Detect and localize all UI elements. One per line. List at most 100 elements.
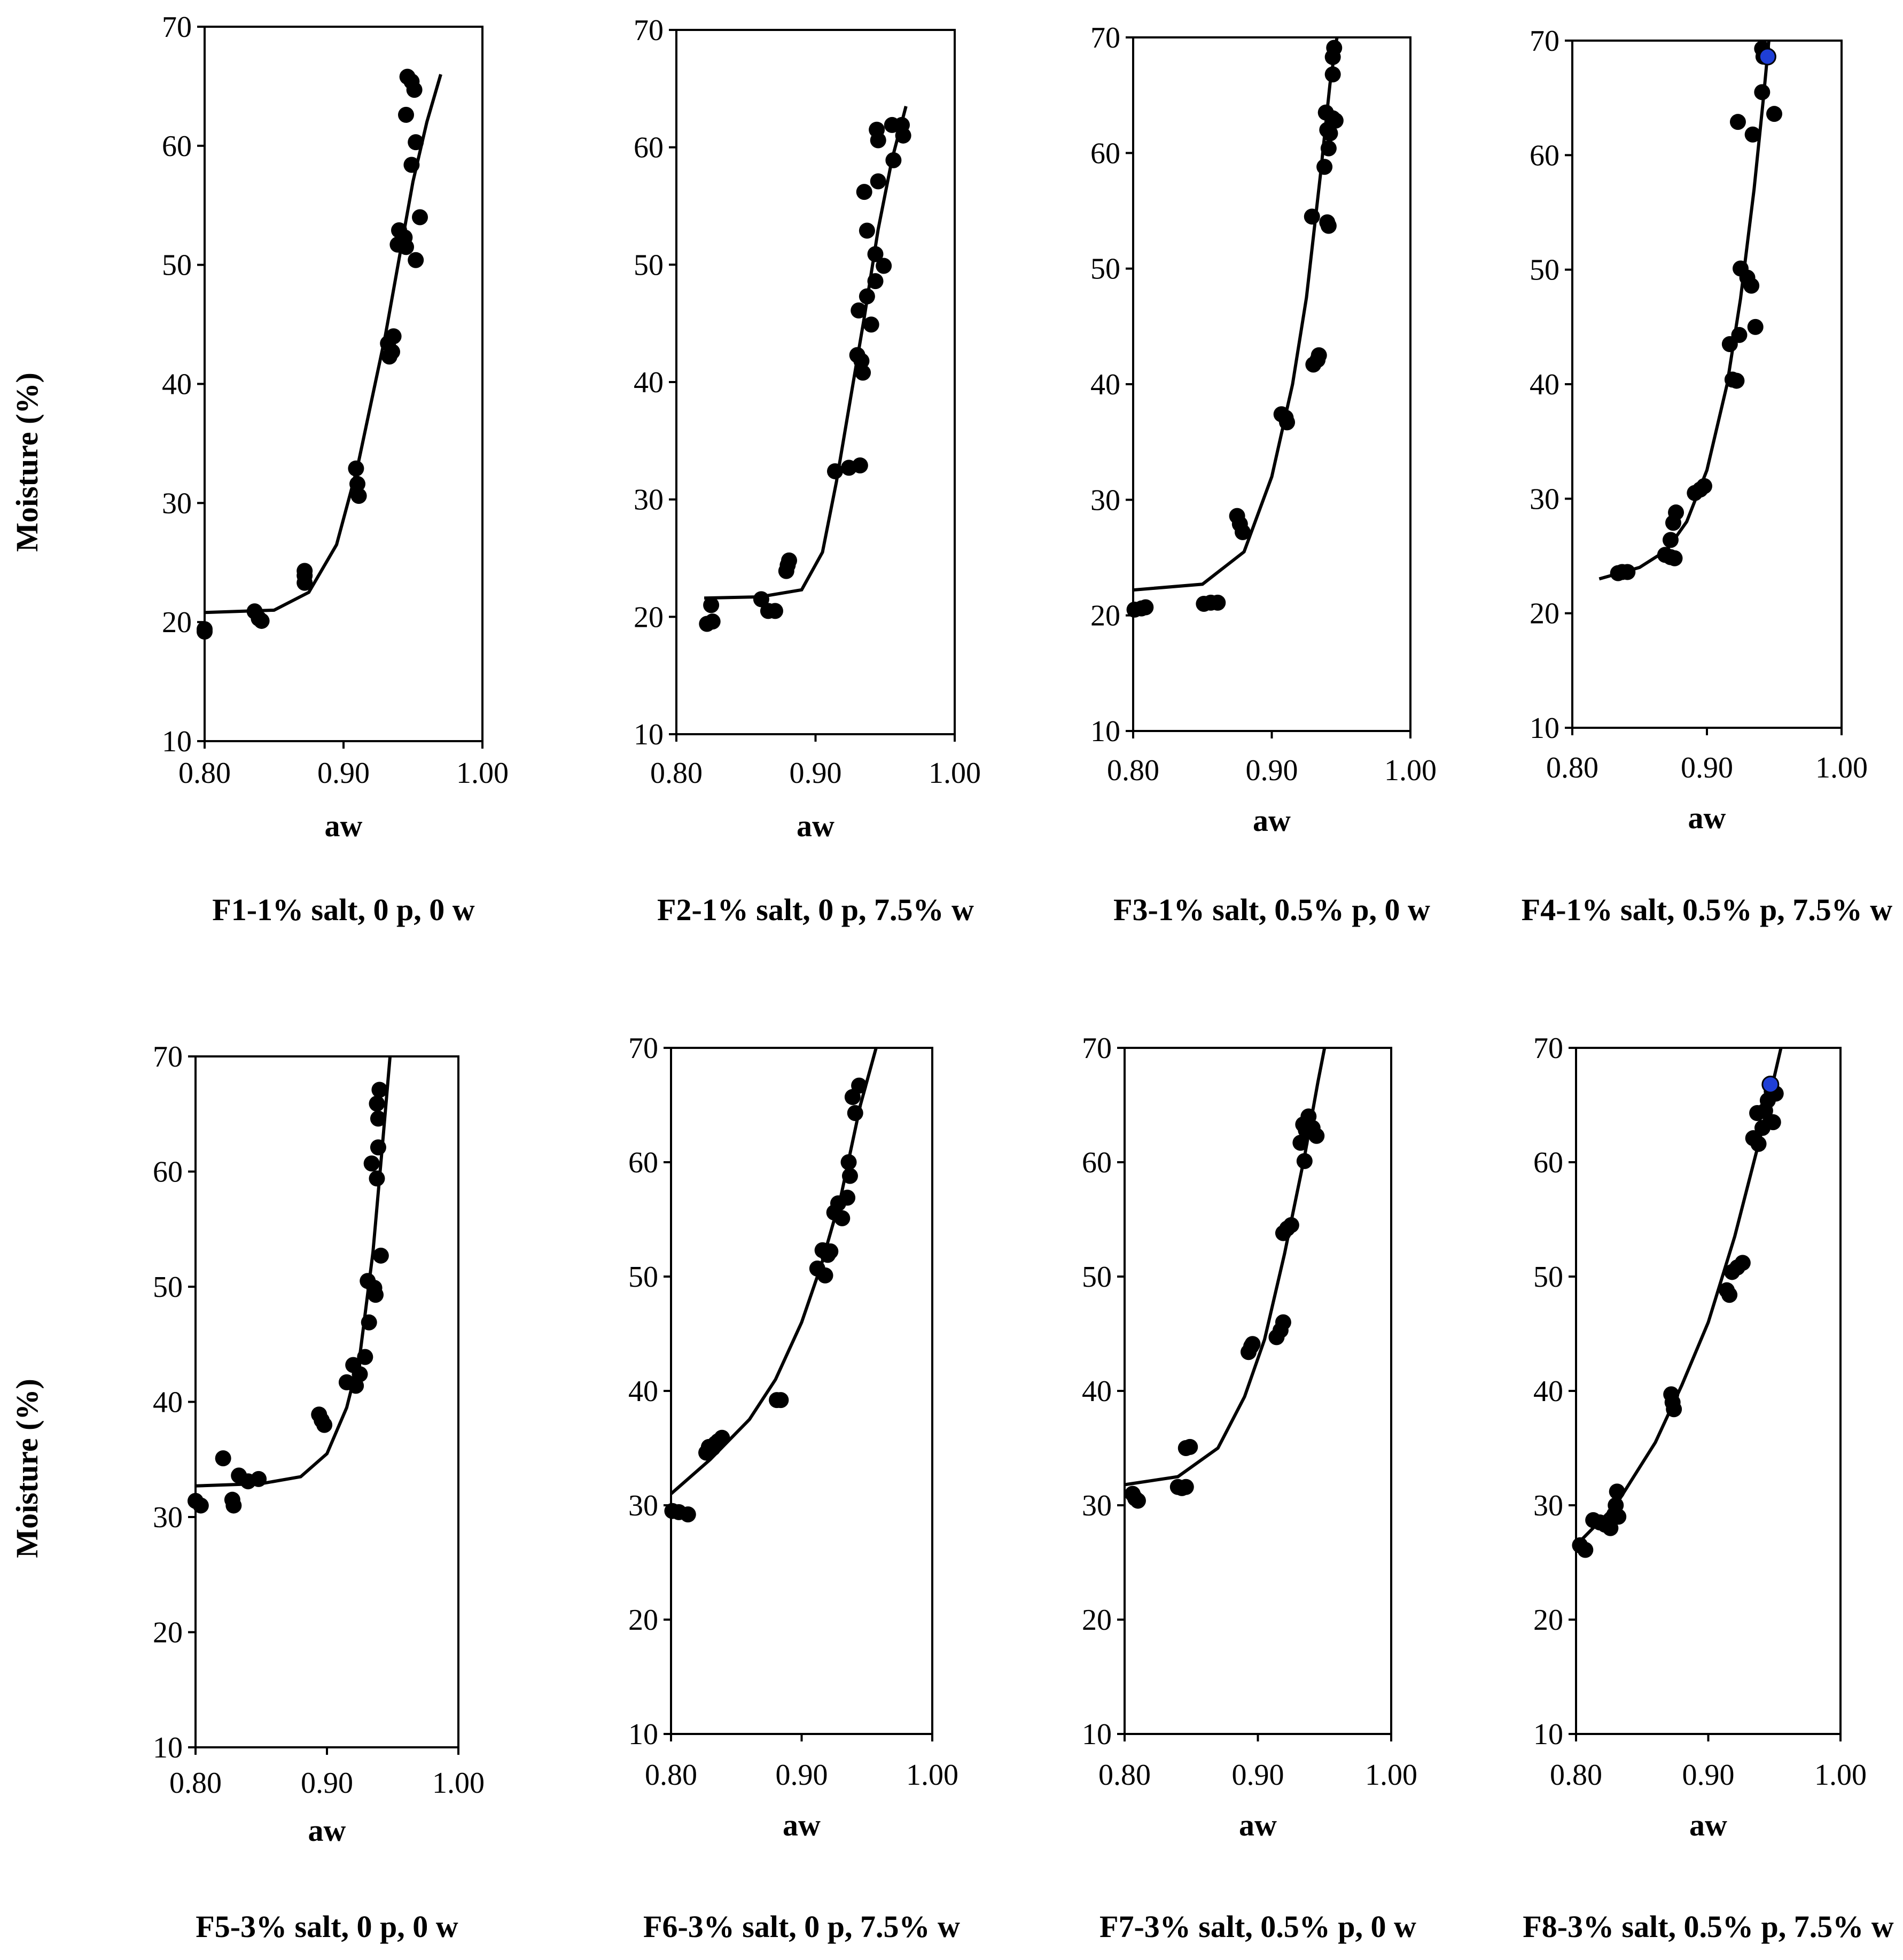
x-tick-label: 0.90 [776,1759,828,1792]
data-point [847,1105,863,1121]
data-point [408,252,424,268]
data-point [370,1139,386,1156]
data-point [1296,1153,1313,1169]
data-point [855,364,871,381]
data-point [863,316,879,333]
y-tick-label: 60 [153,1156,183,1189]
data-point [1728,372,1745,389]
data-point [385,328,402,345]
y-tick-label: 30 [1533,1489,1563,1522]
data-point [852,457,868,473]
data-point [1235,524,1251,540]
data-point [704,613,721,630]
data-point [1304,208,1320,225]
plot-frame [204,26,483,742]
data-point [408,134,424,151]
fit-curve [704,106,908,600]
data-point [856,184,872,200]
x-axis-title: aw [325,808,363,843]
data-point [773,1392,789,1409]
data-point [1734,1255,1751,1271]
plot-area [1126,37,1344,618]
data-point [1602,1520,1619,1536]
x-axis-title: aw [1239,1808,1277,1842]
x-tick-label: 0.90 [317,757,370,790]
highlight-data-point [1758,48,1776,66]
y-axis-title-top: Moisture (%) [10,372,44,552]
panel-caption: F5-3% salt, 0 p, 0 w [196,1909,458,1944]
y-tick-label: 60 [1533,1146,1563,1179]
data-point [1324,66,1341,83]
y-tick-label: 30 [162,487,192,520]
y-tick-label: 60 [1530,139,1559,172]
x-tick-label: 0.80 [169,1767,222,1800]
data-point [1743,277,1760,294]
x-tick-label: 0.90 [1682,1759,1735,1792]
y-tick-label: 60 [162,130,192,163]
x-tick-label: 0.80 [178,757,231,790]
y-tick-label: 30 [634,484,664,517]
data-point [1129,1492,1146,1509]
y-tick-label: 20 [1082,1604,1112,1637]
data-point [406,82,423,98]
panel-f4: 10 20 30 40 50 60 70 0.80 0.90 1.00 aw F4-1% salt, … [1522,25,1893,927]
data-point [840,1154,857,1170]
x-tick-label: 1.00 [1814,1759,1867,1792]
y-tick-label: 70 [1082,1032,1112,1065]
x-tick-label: 0.80 [645,1759,697,1792]
x-tick-label: 0.80 [650,757,703,790]
fit-curve [670,1047,878,1495]
data-point [297,574,313,591]
x-tick-label: 1.00 [1815,751,1868,784]
data-point [1619,564,1636,580]
data-point [1177,1479,1194,1495]
y-tick-label: 20 [628,1604,658,1637]
panel-caption: F1-1% salt, 0 p, 0 w [212,892,475,927]
panel-caption: F3-1% salt, 0.5% p, 0 w [1113,892,1430,927]
x-tick-label: 0.90 [1681,751,1733,784]
data-point [1666,550,1683,566]
y-tick-label: 40 [1082,1375,1112,1408]
y-tick-label: 50 [1090,253,1120,286]
panel-caption: F8-3% salt, 0.5% p, 7.5% w [1523,1909,1894,1944]
plot-area [1572,1047,1784,1558]
x-tick-label: 0.80 [1550,1759,1602,1792]
fit-curve [195,1056,392,1488]
data-point [1766,106,1782,122]
data-point [349,476,365,492]
y-tick-label: 50 [628,1261,658,1294]
data-point [1721,1287,1738,1303]
x-axis-title: aw [797,808,834,843]
y-tick-label: 70 [1090,21,1120,55]
panel-f2: 10 20 30 40 50 60 70 0.80 0.90 1.00 aw F2-1% salt, … [634,14,981,927]
data-point [870,173,886,190]
data-point [826,463,843,479]
y-tick-label: 40 [1090,368,1120,401]
plot-frame [1132,36,1411,732]
y-tick-label: 10 [162,725,192,758]
plot-area [664,1047,878,1523]
data-point [1311,347,1327,363]
y-tick-label: 60 [1090,137,1120,170]
y-tick-label: 40 [153,1386,183,1419]
data-point [1322,125,1338,142]
data-point [867,273,884,290]
y-tick-label: 50 [1533,1261,1563,1294]
y-tick-label: 20 [1090,600,1120,633]
data-point [253,612,270,629]
data-point [839,1189,856,1206]
data-point [1577,1542,1594,1558]
data-point [197,623,213,640]
y-tick-label: 70 [1533,1032,1563,1065]
y-tick-label: 40 [162,368,192,401]
data-point [412,209,428,225]
data-point [1279,414,1296,431]
data-point [1244,1336,1261,1352]
x-tick-label: 1.00 [1384,754,1437,787]
data-point [398,239,414,255]
y-tick-label: 70 [634,14,664,47]
data-point [215,1450,231,1467]
y-tick-label: 10 [1090,715,1120,748]
panel-caption: F7-3% salt, 0.5% p, 0 w [1099,1909,1416,1944]
x-tick-label: 0.90 [790,757,842,790]
